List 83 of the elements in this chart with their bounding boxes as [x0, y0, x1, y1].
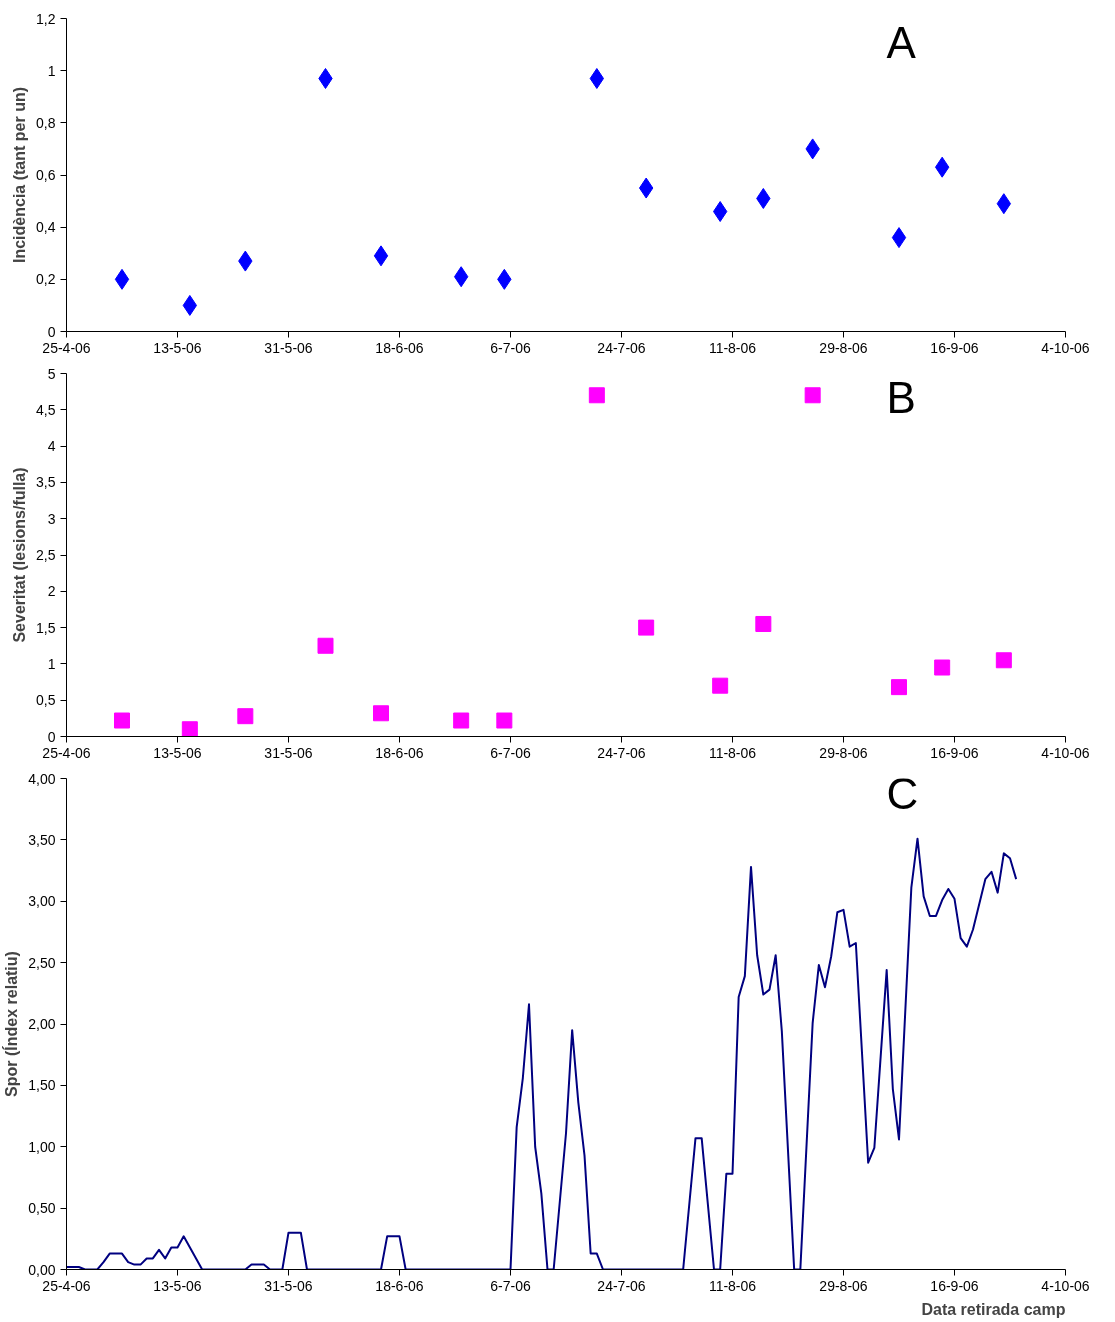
point [496, 712, 513, 729]
x-tick-label: 25-4-06 [42, 1277, 91, 1294]
x-tick-label: 4-10-06 [1041, 1277, 1090, 1294]
x-axis-title: Data retirada camp [921, 1300, 1066, 1318]
x-tick-label: 18-6-06 [375, 1277, 424, 1294]
y-tick-label: 0,5 [36, 692, 56, 709]
annotation: B [886, 372, 916, 422]
x-tick-label: 29-8-06 [819, 339, 868, 356]
x-tick-label: 11-8-06 [708, 339, 757, 356]
point [891, 679, 907, 696]
y-tick-label: 1,2 [36, 10, 56, 27]
x-tick-label: 25-4-06 [42, 744, 91, 761]
x-tick-label: 6-7-06 [490, 339, 531, 356]
x-tick-label: 24-7-06 [597, 744, 646, 761]
y-tick-label: 4,00 [28, 770, 56, 787]
x-tick-label: 25-4-06 [42, 339, 91, 356]
x-tick-label: 16-9-06 [930, 1277, 979, 1294]
y-tick-label: 3,00 [28, 893, 56, 910]
line-series [66, 837, 1018, 1270]
annotation: C [886, 768, 919, 818]
y-tick-label: 4,5 [36, 401, 56, 418]
point [712, 677, 729, 694]
y-tick-label: 1,00 [28, 1138, 56, 1155]
point [114, 712, 130, 729]
y-tick-label: 3,5 [36, 474, 56, 491]
point [181, 721, 198, 737]
x-tick-label: 18-6-06 [375, 339, 424, 356]
y-tick-label: 5 [47, 365, 56, 382]
y-tick-label: 0,50 [28, 1200, 56, 1217]
point [804, 387, 821, 404]
x-tick-label: 6-7-06 [490, 1277, 531, 1294]
x-tick-label: 11-8-06 [708, 744, 757, 761]
annotation: A [886, 17, 917, 67]
x-tick-label: 16-9-06 [930, 339, 979, 356]
y-tick-label: 1,5 [36, 619, 56, 636]
x-tick-label: 31-5-06 [264, 339, 313, 356]
point [588, 387, 605, 404]
y-tick-label: 0 [47, 323, 56, 340]
x-tick-label: 13-5-06 [153, 339, 202, 356]
x-tick-label: 6-7-06 [490, 744, 531, 761]
x-tick-label: 31-5-06 [264, 744, 313, 761]
y-tick-label: 3,50 [28, 831, 56, 848]
point [453, 712, 470, 729]
point [373, 705, 389, 722]
y-axis-title: Incidència (tant per un) [11, 86, 29, 264]
point [114, 268, 130, 290]
x-tick-label: 13-5-06 [153, 1277, 202, 1294]
point [237, 708, 254, 725]
x-tick-label: 18-6-06 [375, 744, 424, 761]
point [317, 637, 334, 654]
x-tick-label: 16-9-06 [930, 744, 979, 761]
point [995, 652, 1012, 669]
x-tick-label: 11-8-06 [708, 1277, 757, 1294]
y-tick-label: 2,00 [28, 1016, 56, 1032]
y-tick-label: 1,50 [28, 1077, 56, 1094]
y-tick-label: 2,50 [28, 954, 56, 971]
y-tick-label: 4 [47, 438, 56, 455]
x-tick-label: 4-10-06 [1041, 339, 1090, 356]
x-tick-label: 24-7-06 [597, 339, 646, 356]
point [934, 659, 951, 676]
y-axis-title: Spor (Índex relatiu) [2, 951, 21, 1097]
y-tick-label: 0,6 [36, 167, 56, 183]
point [638, 619, 655, 636]
x-tick-label: 4-10-06 [1041, 744, 1090, 761]
y-tick-label: 2,5 [36, 547, 56, 563]
y-tick-label: 3 [47, 510, 56, 527]
x-tick-label: 31-5-06 [264, 1277, 313, 1294]
y-tick-label: 0,00 [28, 1261, 56, 1278]
x-tick-label: 13-5-06 [153, 744, 202, 761]
y-tick-label: 2 [47, 583, 56, 600]
point [373, 245, 389, 267]
y-tick-label: 1 [47, 62, 56, 79]
x-tick-label: 24-7-06 [597, 1277, 646, 1294]
y-tick-label: 0,4 [36, 219, 56, 236]
y-tick-label: 0,2 [36, 271, 56, 288]
y-axis-title: Severitat (lesions/fulla) [11, 467, 29, 643]
point [891, 227, 907, 249]
y-tick-label: 0 [47, 728, 56, 745]
y-tick-label: 0,8 [36, 114, 56, 131]
y-tick-label: 1 [47, 655, 56, 672]
x-tick-label: 29-8-06 [819, 744, 868, 761]
x-tick-label: 29-8-06 [819, 1277, 868, 1294]
point [755, 615, 772, 632]
